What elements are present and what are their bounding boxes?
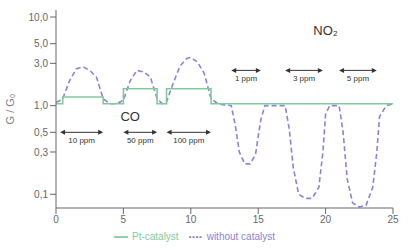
svg-text:10,0: 10,0 [29,12,49,23]
svg-text:100 ppm: 100 ppm [173,136,204,145]
svg-text:20: 20 [320,214,332,225]
svg-text:CO: CO [120,109,140,124]
html-text:Pt-catalyst: Pt-catalyst [132,230,179,242]
svg-text:5,0: 5,0 [34,38,48,49]
svg-text:1,0: 1,0 [34,100,48,111]
svg-text:5: 5 [121,214,127,225]
svg-text:0: 0 [53,214,59,225]
svg-text:5 ppm: 5 ppm [347,74,370,83]
svg-text:0,5: 0,5 [34,127,48,138]
svg-text:G / G₀: G / G₀ [8,94,16,125]
svg-text:1 ppm: 1 ppm [235,74,258,83]
svg-text:3 ppm: 3 ppm [293,74,316,83]
svg-text:0,1: 0,1 [34,189,48,200]
html-text:without catalyst: without catalyst [206,230,275,242]
svg-text:25: 25 [387,214,399,225]
svg-text:0,3: 0,3 [34,147,48,158]
svg-text:50 ppm: 50 ppm [127,136,154,145]
svg-text:NO₂: NO₂ [313,23,338,38]
svg-text:10 ppm: 10 ppm [68,136,95,145]
svg-text:15: 15 [253,214,265,225]
svg-text:10: 10 [185,214,197,225]
svg-text:3,0: 3,0 [34,58,48,69]
